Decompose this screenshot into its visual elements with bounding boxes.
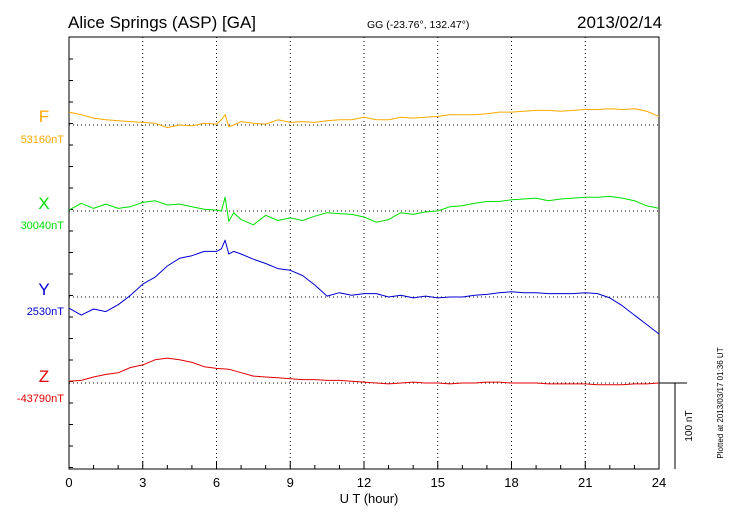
series-line-z (68, 357, 660, 386)
x-tick-label: 9 (287, 475, 294, 490)
series-name-x: X (38, 194, 49, 213)
series-baseline-z: -43790nT (17, 393, 64, 405)
series-baseline-y: 2530nT (27, 306, 65, 318)
scale-bar-label: 100 nT (684, 410, 695, 441)
x-tick-label: 18 (504, 475, 518, 490)
x-tick-label: 0 (65, 475, 72, 490)
series-line-y (68, 239, 660, 335)
x-tick-label: 15 (431, 475, 445, 490)
scale-bar: 100 nT (659, 382, 695, 469)
series-group (68, 108, 660, 386)
series-name-y: Y (38, 280, 49, 299)
axis-ticks: 0 3 6 9 12 15 18 21 24 (65, 58, 666, 490)
x-tick-label: 24 (652, 475, 666, 490)
series-baseline-x: 30040nT (21, 220, 65, 232)
x-tick-label: 6 (213, 475, 220, 490)
station-coordinates: GG (-23.76°, 132.47°) (367, 19, 469, 31)
x-axis-label: U T (hour) (340, 491, 399, 506)
series-line-x (68, 195, 660, 226)
station-title: Alice Springs (ASP) [GA] (68, 13, 256, 32)
series-name-f: F (39, 107, 49, 126)
series-line-f (68, 108, 660, 129)
series-name-z: Z (39, 367, 49, 386)
date-label: 2013/02/14 (577, 13, 662, 32)
series-baseline-f: 53160nT (21, 134, 65, 146)
x-tick-label: 12 (357, 475, 371, 490)
series-labels: F 53160nT X 30040nT Y 2530nT Z -43790nT (17, 107, 64, 405)
x-tick-label: 3 (139, 475, 146, 490)
grid (69, 37, 659, 469)
x-tick-label: 21 (578, 475, 592, 490)
plotted-timestamp: Plotted at 2013/03/17 01:36 UT (716, 347, 725, 458)
